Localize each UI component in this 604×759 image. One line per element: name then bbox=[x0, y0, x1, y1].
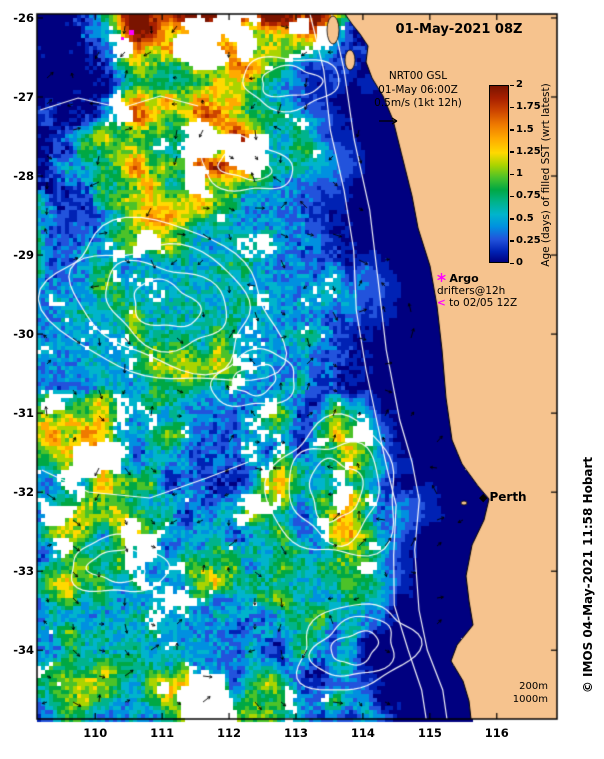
y-tick-label: -26 bbox=[13, 10, 34, 25]
colorbar-tick-mark bbox=[510, 218, 514, 220]
velocity-scale-arrow-icon bbox=[378, 110, 402, 129]
argo-legend-row: Argo bbox=[437, 273, 517, 285]
plot-title: 01-May-2021 08Z bbox=[395, 22, 523, 37]
x-tick-label: 113 bbox=[283, 726, 308, 740]
colorbar-tick-mark bbox=[510, 240, 514, 242]
y-tick-label: -33 bbox=[13, 564, 34, 579]
colorbar-tick-label: 0.5 bbox=[516, 212, 534, 224]
colorbar-tick-label: 1 bbox=[516, 168, 523, 179]
credit-text: © IMOS 04-May-2021 11:58 Hobart bbox=[581, 456, 595, 694]
isobath-labels: 200m 1000m bbox=[500, 680, 548, 706]
model-name: NRT00 GSL bbox=[388, 70, 448, 82]
y-tick-label: -30 bbox=[13, 327, 34, 342]
y-tick-label: -29 bbox=[13, 248, 34, 263]
colorbar-tick-label: 0.25 bbox=[516, 234, 541, 246]
colorbar-tick-label: 0 bbox=[516, 257, 523, 268]
drifters-until: to 02/05 12Z bbox=[449, 297, 518, 309]
x-tick-label: 110 bbox=[83, 726, 108, 740]
colorbar-tick-label: 1.25 bbox=[516, 145, 541, 157]
colorbar-tick-label: 0.75 bbox=[516, 190, 541, 202]
velocity-scale-text: 0.5m/s (1kt 12h) bbox=[374, 97, 462, 109]
colorbar-tick-mark bbox=[510, 129, 514, 131]
y-tick-label: -28 bbox=[13, 169, 34, 184]
isobath-1000m-label: 1000m bbox=[512, 694, 548, 705]
drifters-label: drifters@12h bbox=[437, 285, 506, 297]
colorbar-tick-mark bbox=[510, 173, 514, 175]
drifter-marker-icon: < bbox=[437, 297, 446, 309]
colorbar-tick-mark bbox=[510, 84, 514, 86]
colorbar-tick-mark bbox=[510, 262, 514, 264]
colorbar-tick-label: 1.75 bbox=[516, 101, 541, 113]
y-tick-label: -31 bbox=[13, 406, 34, 421]
y-tick-label: -27 bbox=[13, 89, 34, 104]
x-tick-label: 114 bbox=[350, 726, 375, 740]
argo-marker-icon bbox=[437, 273, 446, 285]
y-tick-label: -34 bbox=[13, 643, 34, 658]
argo-label: Argo bbox=[449, 272, 479, 285]
colorbar-tick-mark bbox=[510, 151, 514, 153]
isobath-200m-label: 200m bbox=[519, 681, 548, 692]
x-tick-label: 112 bbox=[217, 726, 242, 740]
observations-legend: Argo drifters@12h < to 02/05 12Z bbox=[437, 273, 517, 310]
drifters-until-row: < to 02/05 12Z bbox=[437, 297, 517, 309]
y-tick-label: -32 bbox=[13, 485, 34, 500]
colorbar-tick-mark bbox=[510, 106, 514, 109]
perth-marker: ◆ Perth bbox=[479, 486, 527, 505]
x-tick-label: 115 bbox=[417, 726, 442, 740]
colorbar bbox=[489, 85, 509, 263]
x-tick-label: 116 bbox=[484, 726, 509, 740]
colorbar-tick-label: 1.5 bbox=[516, 123, 534, 135]
perth-label: Perth bbox=[489, 490, 527, 504]
x-tick-label: 111 bbox=[150, 726, 175, 740]
colorbar-tick-mark bbox=[510, 195, 514, 198]
model-info-box: NRT00 GSL 01-May 06:00Z 0.5m/s (1kt 12h) bbox=[366, 70, 470, 111]
colorbar-gradient bbox=[490, 86, 508, 262]
city-marker-icon: ◆ bbox=[479, 491, 488, 504]
analysis-time: 01-May 06:00Z bbox=[378, 83, 458, 96]
colorbar-label: Age (days) of filled SST (wrt latest) bbox=[540, 83, 552, 267]
colorbar-tick-label: 2 bbox=[516, 79, 523, 90]
